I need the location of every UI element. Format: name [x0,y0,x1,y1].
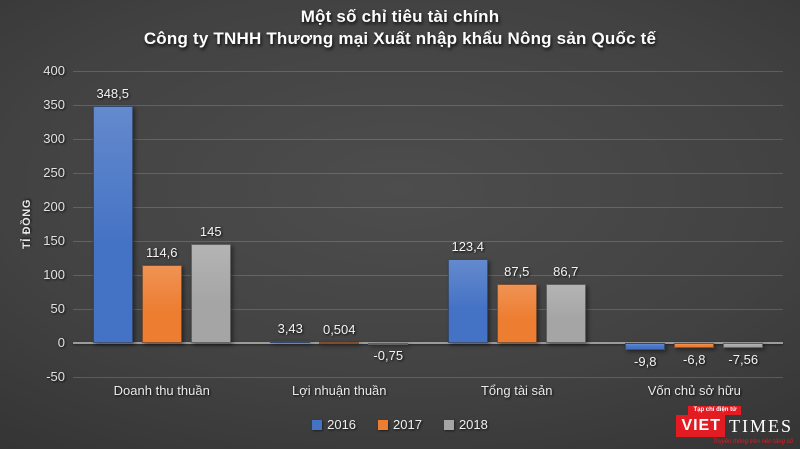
bar-2016 [447,259,488,343]
legend-item-2017: 2017 [378,417,422,432]
legend-swatch-2016 [312,419,323,430]
gridline [73,207,783,208]
gridline [73,241,783,242]
bar-2018 [368,343,409,345]
zero-axis-line [73,342,783,344]
chart-title: Một số chỉ tiêu tài chính Công ty TNHH T… [0,6,800,50]
bar-2016 [625,343,666,350]
chart-title-line1: Một số chỉ tiêu tài chính [300,7,500,26]
y-tick-label: 250 [43,165,65,180]
y-tick-label: 350 [43,97,65,112]
gridline [73,309,783,310]
legend-label: 2017 [393,417,422,432]
logo-times-text: TIMES [729,416,793,436]
bar-value-label: 123,4 [451,239,485,255]
bar-2017 [496,283,537,343]
y-tick-label: 300 [43,131,65,146]
y-tick-label: -50 [46,369,65,384]
bar-value-label: -7,56 [728,352,759,368]
x-axis-category-label: Tổng tài sản [480,383,553,398]
bar-value-label: -0,75 [373,348,404,363]
bar-2016 [92,106,133,343]
x-axis-category-label: Vốn chủ sở hữu [647,383,741,398]
bar-value-label: 114,6 [145,245,178,261]
bar-2018 [190,244,231,343]
bar-2018 [545,284,586,343]
bar-value-label: 145 [199,224,222,240]
chart-title-line2: Công ty TNHH Thương mại Xuất nhập khẩu N… [143,29,657,48]
y-tick-label: 100 [43,267,65,282]
gridline [73,275,783,276]
logo-tagline-top: Tạp chí điện tử [688,406,742,415]
logo-tagline-bottom: Truyền thông trên nền tảng số [713,439,793,445]
bar-value-label: -6,8 [683,351,706,367]
legend-swatch-2017 [378,419,389,430]
y-tick-label: 200 [43,199,65,214]
bar-value-label: 86,7 [553,264,579,280]
y-tick-label: 400 [43,63,65,78]
bar-value-label: 0,504 [322,322,356,337]
bar-value-label: 87,5 [504,263,530,279]
x-axis-category-label: Lợi nhuận thuần [291,383,387,398]
legend-label: 2016 [327,417,357,432]
y-tick-label: 50 [50,301,65,316]
gridline [73,105,783,106]
gridline [73,71,783,72]
bar-value-label: 3,43 [277,320,303,336]
gridline [73,377,783,378]
gridline [73,173,783,174]
legend: 2016 2017 2018 [0,417,800,432]
legend-swatch-2018 [443,419,454,430]
bar-value-label: 348,5 [96,86,130,102]
bar-2017 [674,343,715,348]
y-tick-label: 150 [43,233,65,248]
viettimes-logo: Tạp chí điện tử VIET TIMES Truyền thông … [676,406,793,446]
bar-2017 [319,342,360,344]
x-axis-category-label: Doanh thu thuần [113,383,210,398]
bar-2018 [723,343,764,349]
legend-label: 2018 [458,417,488,432]
legend-item-2018: 2018 [443,417,488,432]
logo-viet-block: VIET [676,415,725,437]
y-tick-label: 0 [57,335,65,350]
gridline [73,139,783,140]
bar-value-label: -9,8 [634,353,657,369]
logo-wordmark: VIET TIMES [676,415,793,437]
legend-item-2016: 2016 [312,417,356,432]
bar-2016 [270,340,311,343]
bar-2017 [141,265,182,343]
